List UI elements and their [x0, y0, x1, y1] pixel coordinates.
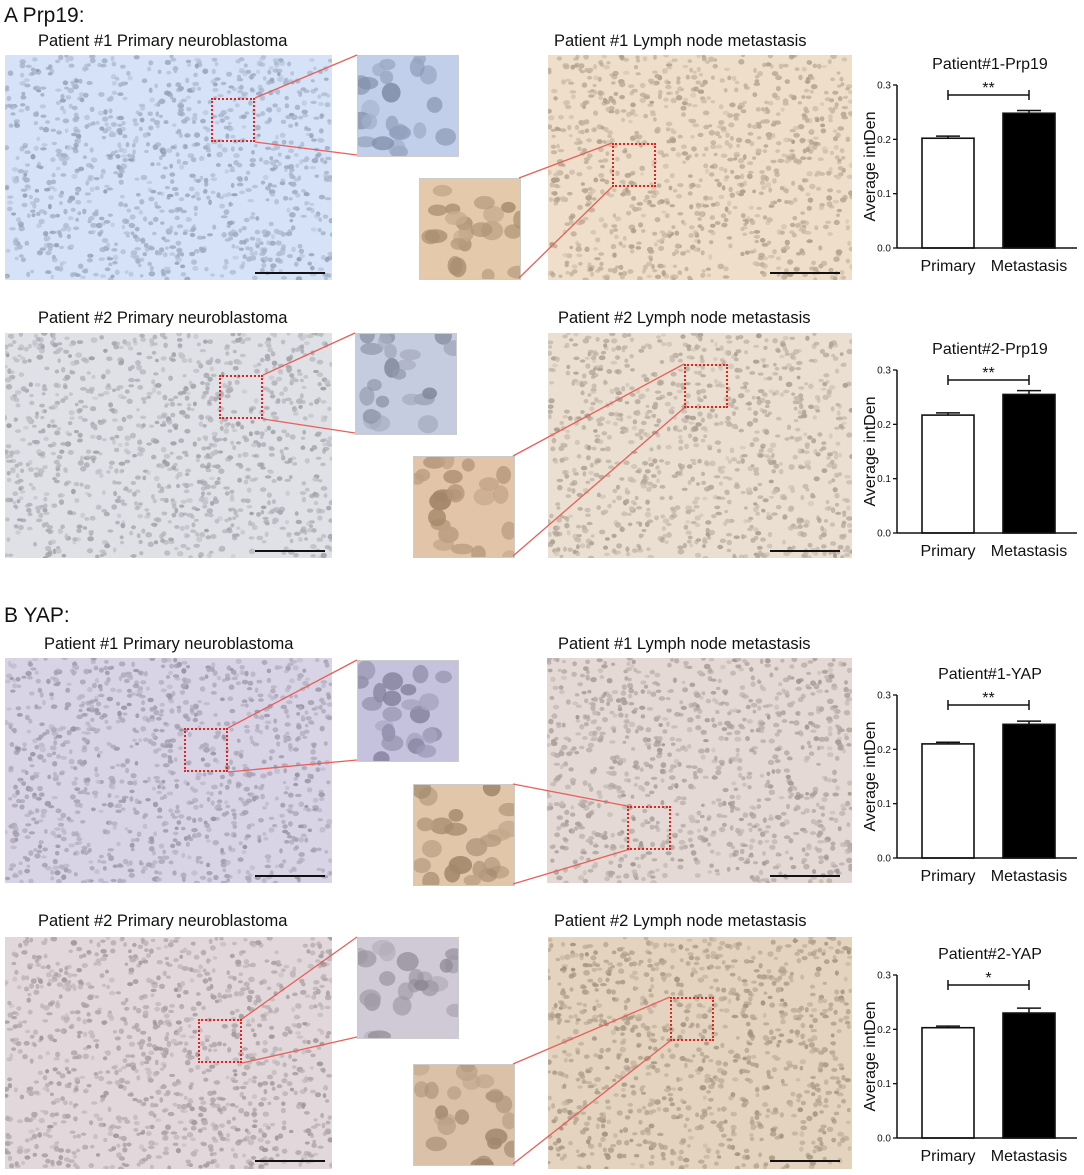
y-tick-label: 0.0	[877, 244, 891, 255]
x-category-label: Metastasis	[991, 543, 1067, 560]
a2-primary-scale-bar	[255, 550, 325, 552]
x-category-label: Metastasis	[991, 868, 1067, 885]
bar-primary	[922, 415, 974, 533]
a1-bar-chart: Patient#1-Prp19 Average intDen 0.0 0.1 0.2 0.…	[852, 50, 1084, 290]
section-b-label: B YAP:	[4, 604, 70, 628]
a1-metastasis-zoom	[419, 178, 521, 280]
x-category-label: Primary	[920, 868, 975, 885]
b1-primary-zoom	[357, 660, 459, 762]
b1-metastasis-scale-bar	[770, 875, 840, 877]
significance-marker: **	[982, 365, 994, 382]
y-tick-label: 0.3	[877, 81, 891, 92]
x-category-label: Primary	[920, 543, 975, 560]
a2-metastasis-title: Patient #2 Lymph node metastasis	[558, 308, 811, 328]
x-category-label: Primary	[920, 258, 975, 275]
b2-primary-scale-bar	[255, 1160, 325, 1162]
significance-marker: **	[982, 80, 994, 97]
a1-primary-scale-bar	[255, 272, 325, 274]
y-axis-label: Average intDen	[862, 1002, 879, 1112]
significance-marker: **	[982, 690, 994, 707]
bar-chart-svg: Patient#1-YAP Average intDen 0.0 0.1 0.2 0.3 P…	[852, 660, 1084, 900]
bar-metastasis	[1003, 113, 1055, 248]
b1-metastasis-title: Patient #1 Lymph node metastasis	[558, 634, 811, 654]
b2-primary-micrograph	[5, 937, 332, 1169]
y-tick-label: 0.0	[877, 1134, 891, 1145]
bar-metastasis	[1003, 1013, 1055, 1138]
y-tick-label: 0.2	[877, 745, 891, 756]
section-a-label: A Prp19:	[4, 4, 85, 28]
bar-chart-svg: Patient#1-Prp19 Average intDen 0.0 0.1 0.2 0.…	[852, 50, 1084, 290]
b2-metastasis-roi-box	[670, 997, 714, 1041]
y-axis-label: Average intDen	[862, 112, 879, 222]
b1-primary-roi-box	[184, 728, 228, 772]
chart-title: Patient#1-YAP	[938, 666, 1042, 683]
y-axis-label: Average intDen	[862, 397, 879, 507]
a2-primary-micrograph	[5, 333, 332, 558]
bar-primary	[922, 1028, 974, 1138]
a2-primary-zoom	[355, 333, 457, 435]
a1-metastasis-title: Patient #1 Lymph node metastasis	[554, 31, 807, 51]
y-tick-label: 0.2	[877, 1025, 891, 1036]
chart-title: Patient#1-Prp19	[932, 56, 1048, 73]
a2-bar-chart: Patient#2-Prp19 Average intDen 0.0 0.1 0.2 0.…	[852, 335, 1084, 575]
b2-metastasis-zoom	[413, 1064, 515, 1166]
a2-primary-roi-box	[219, 375, 263, 419]
b2-primary-title: Patient #2 Primary neuroblastoma	[38, 911, 287, 931]
a1-metastasis-micrograph	[548, 55, 852, 280]
significance-marker: *	[985, 970, 991, 987]
b1-metastasis-roi-box	[627, 806, 671, 850]
bar-metastasis	[1003, 394, 1055, 533]
b1-metastasis-micrograph	[547, 658, 852, 883]
a1-primary-micrograph	[5, 55, 332, 280]
y-tick-label: 0.2	[877, 420, 891, 431]
a1-primary-roi-box	[211, 98, 255, 142]
bar-chart-svg: Patient#2-YAP Average intDen 0.0 0.1 0.2 0.3 P…	[852, 940, 1084, 1170]
a2-primary-title: Patient #2 Primary neuroblastoma	[38, 308, 287, 328]
a2-metastasis-zoom	[413, 456, 515, 558]
y-tick-label: 0.3	[877, 971, 891, 982]
b1-primary-micrograph	[5, 658, 332, 883]
x-category-label: Metastasis	[991, 1148, 1067, 1165]
y-tick-label: 0.3	[877, 366, 891, 377]
a1-primary-zoom	[357, 55, 459, 157]
bar-primary	[922, 744, 974, 858]
a2-metastasis-roi-box	[684, 364, 728, 408]
a1-primary-title: Patient #1 Primary neuroblastoma	[38, 31, 287, 51]
b1-primary-title: Patient #1 Primary neuroblastoma	[44, 634, 293, 654]
x-category-label: Metastasis	[991, 258, 1067, 275]
b1-metastasis-zoom	[413, 784, 515, 886]
y-tick-label: 0.1	[877, 474, 891, 485]
b2-metastasis-micrograph	[548, 937, 852, 1169]
x-category-label: Primary	[920, 1148, 975, 1165]
chart-title: Patient#2-YAP	[938, 946, 1042, 963]
b2-metastasis-title: Patient #2 Lymph node metastasis	[554, 911, 807, 931]
y-tick-label: 0.1	[877, 189, 891, 200]
a2-metastasis-scale-bar	[770, 550, 840, 552]
bar-chart-svg: Patient#2-Prp19 Average intDen 0.0 0.1 0.2 0.…	[852, 335, 1084, 575]
b2-primary-roi-box	[198, 1019, 242, 1063]
bar-primary	[922, 138, 974, 248]
a1-metastasis-roi-box	[612, 143, 656, 187]
bar-metastasis	[1003, 724, 1055, 858]
y-tick-label: 0.0	[877, 529, 891, 540]
b2-metastasis-scale-bar	[770, 1160, 840, 1162]
y-tick-label: 0.2	[877, 135, 891, 146]
chart-title: Patient#2-Prp19	[932, 341, 1048, 358]
b1-bar-chart: Patient#1-YAP Average intDen 0.0 0.1 0.2 0.3 P…	[852, 660, 1084, 900]
b2-primary-zoom	[357, 937, 459, 1039]
y-tick-label: 0.0	[877, 854, 891, 865]
a1-metastasis-scale-bar	[770, 272, 840, 274]
y-tick-label: 0.3	[877, 691, 891, 702]
y-tick-label: 0.1	[877, 799, 891, 810]
y-axis-label: Average intDen	[862, 722, 879, 832]
y-tick-label: 0.1	[877, 1079, 891, 1090]
b2-bar-chart: Patient#2-YAP Average intDen 0.0 0.1 0.2 0.3 P…	[852, 940, 1084, 1170]
b1-primary-scale-bar	[255, 875, 325, 877]
